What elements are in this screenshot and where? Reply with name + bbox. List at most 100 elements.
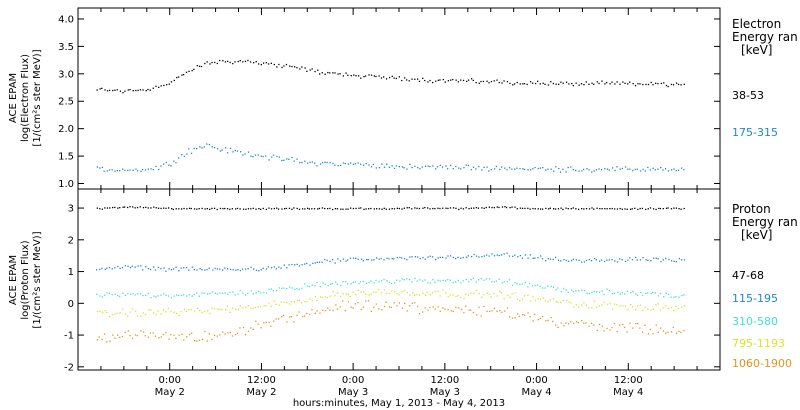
data-point [427,165,429,167]
data-point [591,291,593,294]
data-point [590,260,593,262]
data-point [565,207,567,209]
data-point [236,207,239,210]
data-point [634,168,636,171]
data-point [229,147,232,150]
data-point [506,280,508,283]
data-point [119,295,121,298]
data-point [527,294,529,296]
data-point [347,283,349,285]
data-point [324,258,326,261]
data-point [591,207,593,209]
data-point [101,208,103,210]
data-point [276,207,278,209]
data-point [142,331,145,333]
data-point [234,149,236,152]
data-point [99,268,101,271]
data-point [285,63,288,66]
data-point [424,258,426,260]
data-point [188,70,190,72]
data-point [401,79,403,82]
data-point [127,330,129,332]
data-point [603,293,605,296]
data-point [537,208,539,210]
data-point [414,207,416,209]
data-point [480,278,482,280]
data-point [316,299,318,301]
data-point [144,314,147,316]
data-point [252,328,254,330]
data-point [168,207,170,209]
data-point [193,147,195,150]
x-tick-time-label: 0:00 [342,375,364,386]
data-point [352,163,355,165]
data-point [108,292,111,294]
data-point [135,89,137,92]
data-point [680,259,683,261]
data-point [99,208,101,210]
data-point [173,295,175,297]
data-point [263,305,265,307]
data-point [278,63,280,66]
data-point [298,311,300,313]
data-point [667,307,670,310]
data-point [160,267,162,270]
data-point [322,309,324,311]
data-point [657,83,659,85]
data-point [268,321,270,324]
data-point [222,60,224,62]
data-point [313,208,316,210]
data-point [642,257,644,259]
data-point [493,168,496,170]
data-point [296,288,298,290]
data-point [149,268,152,271]
data-point [458,208,460,211]
data-point [322,282,324,284]
data-point [465,305,467,307]
data-point [334,208,337,210]
data-point [114,206,116,209]
data-point [572,258,574,260]
data-point [652,84,654,86]
data-point [411,302,413,304]
data-point [281,287,283,289]
data-point [314,162,316,164]
data-point [467,255,469,257]
data-point [196,148,198,150]
data-point [308,208,310,210]
data-point [401,278,403,280]
data-point [470,169,473,171]
data-point [401,166,404,168]
data-point [254,154,257,156]
data-point [545,320,547,322]
data-point [198,339,201,341]
data-point [196,307,199,309]
electron-ylabel-line1: ACE EPAM [8,73,19,123]
data-point [445,257,447,259]
data-point [173,311,175,313]
data-point [342,75,344,77]
data-point [329,72,331,74]
data-point [547,84,550,86]
data-point [483,294,485,296]
data-point [137,293,139,295]
data-point [347,208,349,210]
data-point [578,290,580,292]
data-point [593,324,595,326]
data-point [577,322,579,324]
data-point [398,76,400,78]
data-point [360,308,362,311]
data-point [114,89,116,91]
x-tick-time-label: 12:00 [247,375,276,386]
data-point [429,294,431,296]
data-point [647,208,649,210]
data-point [357,258,359,260]
data-point [468,309,470,311]
data-point [329,295,331,297]
data-point [203,292,205,294]
data-point [235,269,237,271]
data-point [99,310,101,313]
data-point [258,270,260,272]
data-point [181,208,183,210]
data-point [311,309,313,311]
